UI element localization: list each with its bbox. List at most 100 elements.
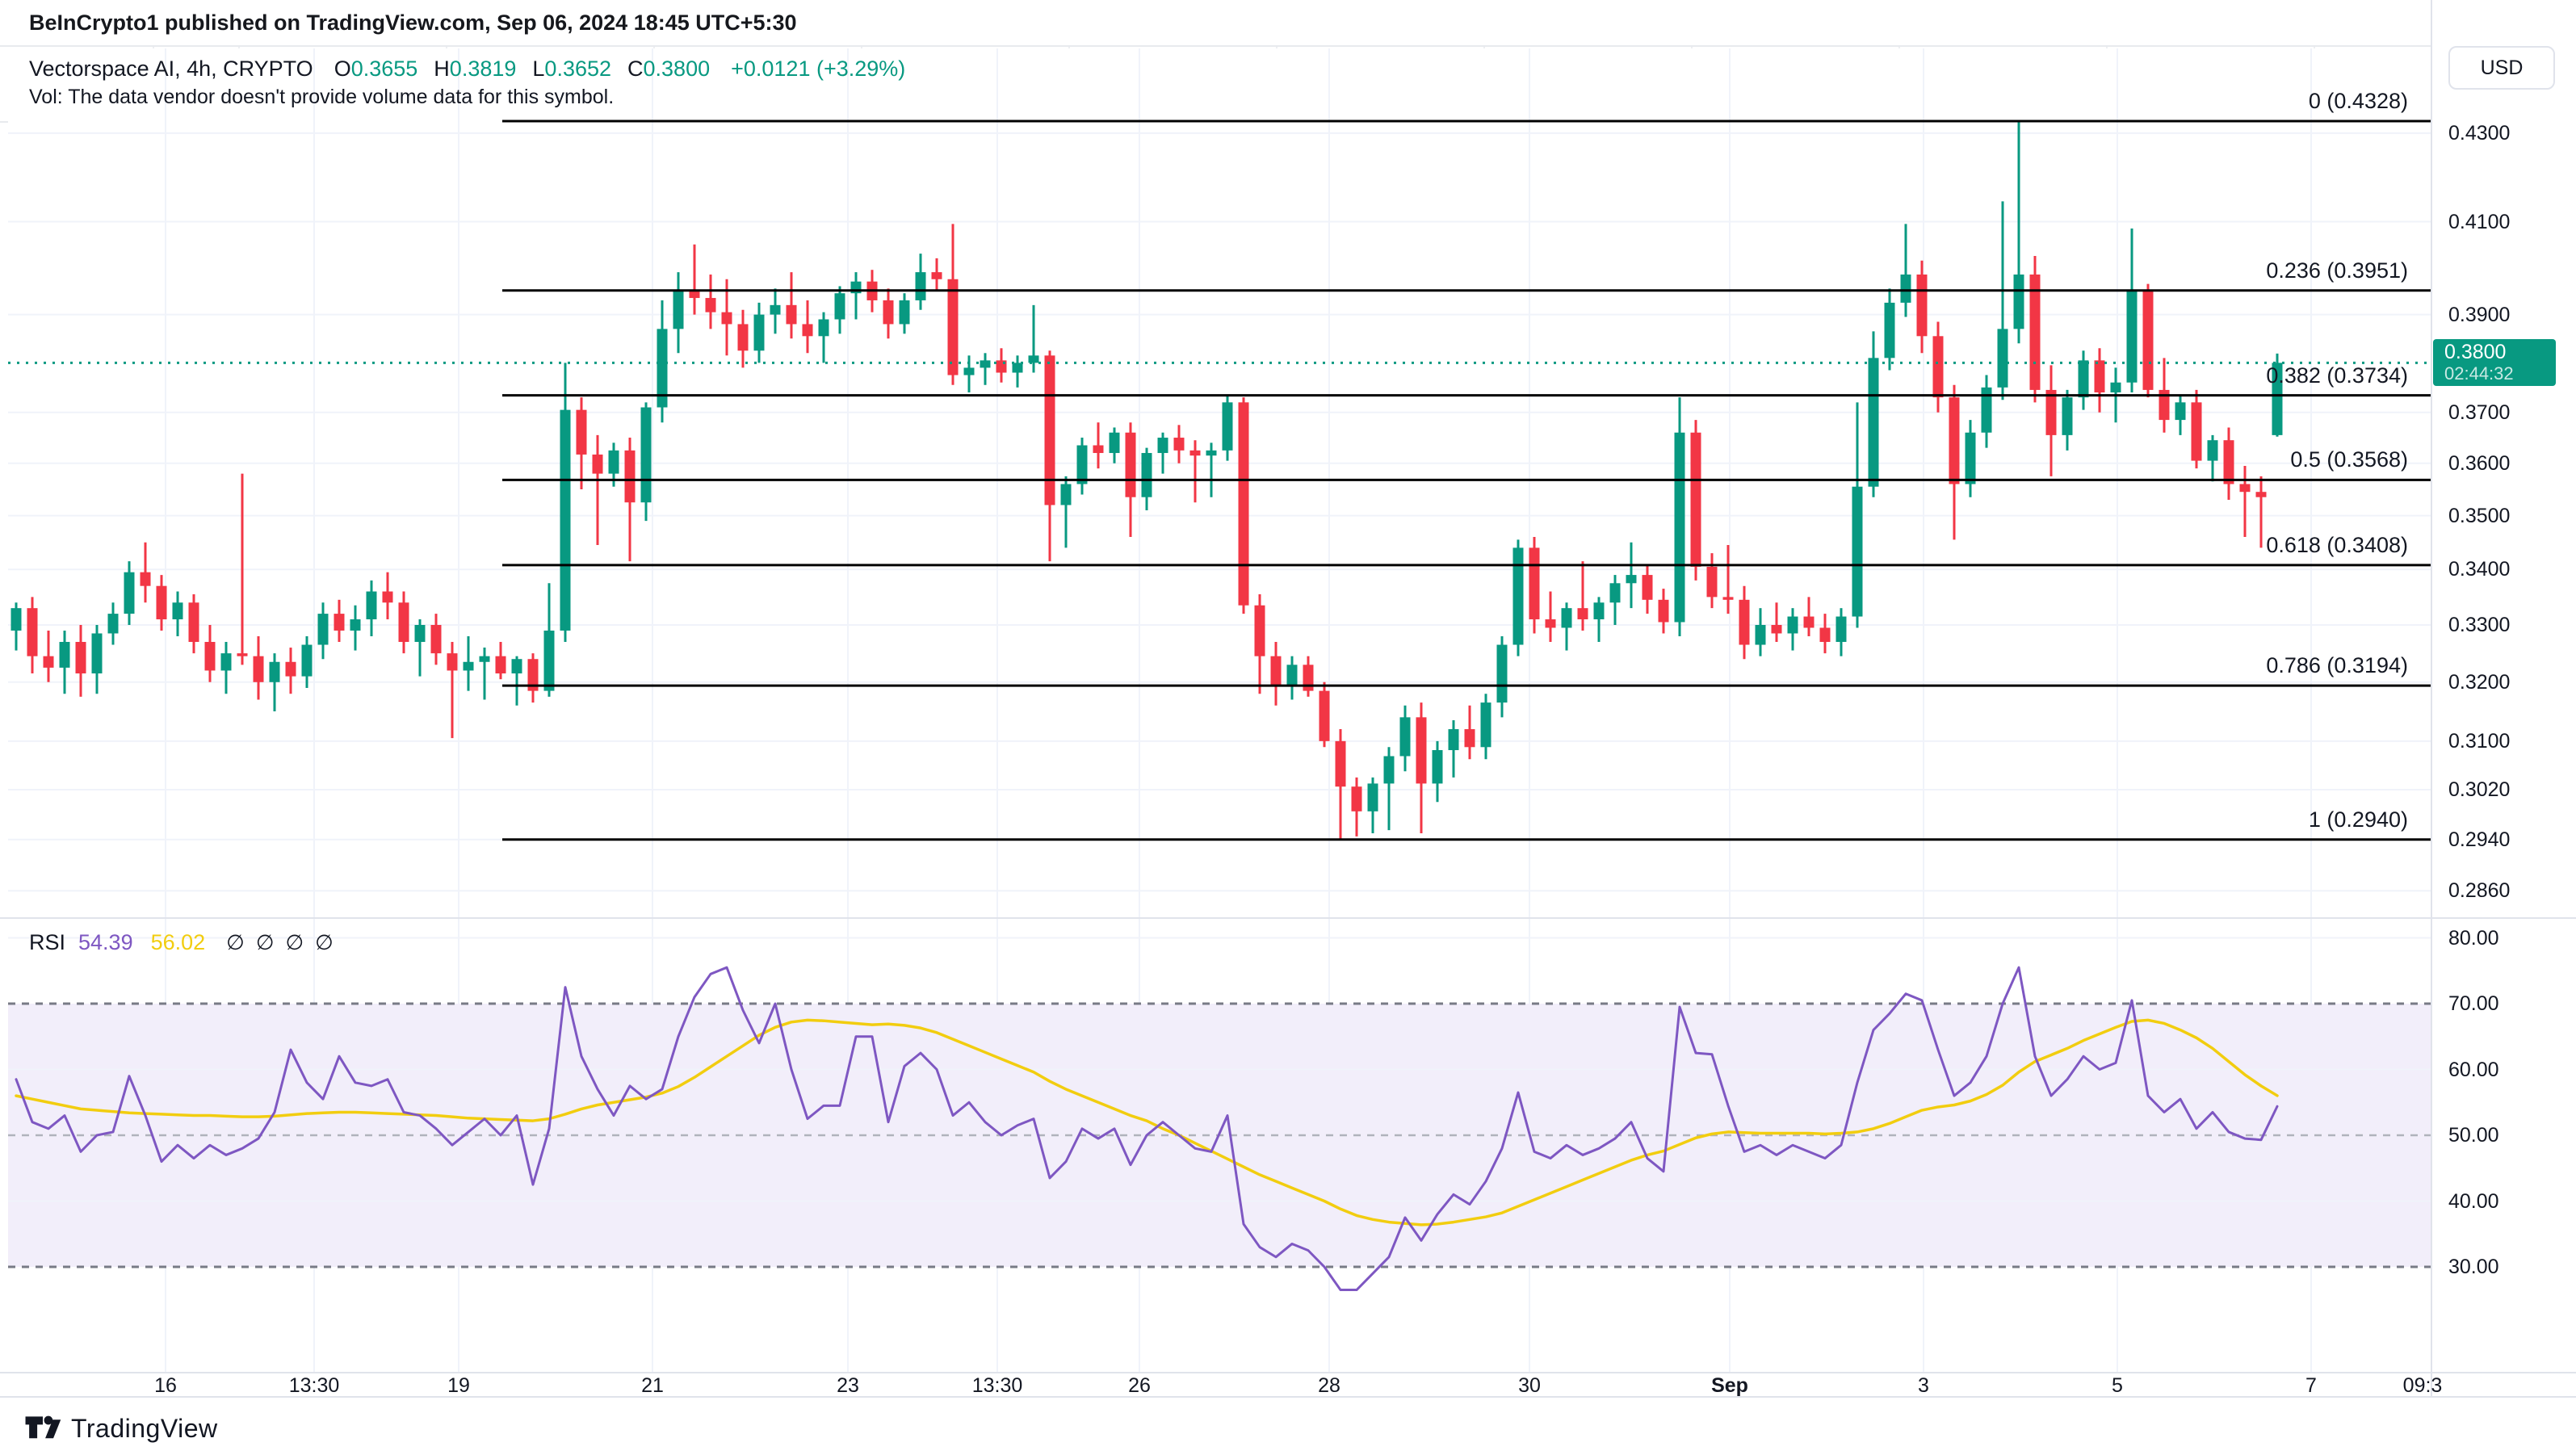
candle bbox=[786, 272, 797, 339]
candle-body bbox=[366, 591, 377, 620]
candle-body bbox=[963, 367, 975, 375]
empty-set-icon: ∅ bbox=[255, 930, 275, 954]
candle-body bbox=[27, 608, 38, 656]
candle bbox=[527, 653, 539, 703]
candle bbox=[1836, 608, 1847, 656]
candle-body bbox=[786, 304, 797, 325]
candle bbox=[2207, 434, 2218, 482]
time-axis-separator bbox=[0, 1372, 2576, 1373]
candle-body bbox=[899, 300, 910, 325]
candle bbox=[1303, 656, 1314, 697]
candle bbox=[2013, 121, 2024, 344]
candle bbox=[1173, 425, 1185, 463]
candle-body bbox=[1626, 575, 1637, 584]
candle bbox=[657, 300, 668, 423]
candle bbox=[980, 353, 991, 385]
candle-body bbox=[1399, 717, 1411, 757]
candle-body bbox=[2045, 389, 2057, 435]
price-axis[interactable] bbox=[2431, 0, 2576, 1397]
candle-body bbox=[527, 659, 539, 691]
candle bbox=[1529, 537, 1540, 634]
tradingview-logo[interactable]: TradingView bbox=[24, 1411, 218, 1445]
candle bbox=[1674, 397, 1685, 636]
candle bbox=[1044, 350, 1055, 562]
candle-body bbox=[1093, 445, 1104, 454]
current-price-value: 0.3800 bbox=[2444, 341, 2507, 363]
candle bbox=[107, 602, 119, 645]
candle bbox=[1286, 656, 1298, 700]
candle-body bbox=[1529, 547, 1540, 620]
candle bbox=[1367, 777, 1378, 833]
candle-body bbox=[2029, 274, 2041, 390]
candle bbox=[1739, 585, 1750, 660]
candle bbox=[2239, 465, 2251, 538]
candle bbox=[2255, 476, 2267, 548]
main-chart-pane[interactable] bbox=[8, 48, 2431, 917]
current-price-badge[interactable]: 0.3800 02:44:32 bbox=[2433, 339, 2556, 386]
chart-canvas[interactable] bbox=[0, 0, 2576, 1409]
currency-toggle-button[interactable]: USD bbox=[2448, 46, 2555, 90]
candle-body bbox=[237, 653, 248, 656]
candle bbox=[931, 258, 942, 291]
candle-body bbox=[1238, 402, 1249, 606]
candle-body bbox=[705, 298, 716, 312]
empty-set-icon: ∅ bbox=[285, 930, 304, 954]
candle bbox=[59, 630, 70, 694]
candle-body bbox=[1593, 602, 1605, 620]
candle-body bbox=[511, 659, 522, 674]
candle-body bbox=[2094, 360, 2105, 392]
rsi-indicator-header[interactable]: RSI 54.39 56.02 ∅ ∅ ∅ ∅ bbox=[29, 930, 345, 955]
candle-body bbox=[2175, 402, 2186, 421]
candle-body bbox=[1916, 274, 1928, 337]
candle bbox=[1626, 542, 1637, 609]
tradingview-logo-icon bbox=[25, 1415, 61, 1439]
low-value: 0.3652 bbox=[544, 57, 612, 81]
candle-body bbox=[2207, 440, 2218, 461]
candle bbox=[237, 473, 248, 665]
symbol-header[interactable]: Vectorspace AI, 4h, CRYPTO O0.3655 H0.3819… bbox=[29, 57, 905, 82]
candle-body bbox=[188, 602, 199, 643]
candle bbox=[350, 605, 361, 651]
candle bbox=[430, 614, 442, 665]
candle-body bbox=[2272, 363, 2283, 435]
candle-body bbox=[1932, 336, 1944, 398]
candle-body bbox=[1141, 453, 1152, 497]
candle bbox=[1206, 442, 1217, 497]
candle-body bbox=[576, 409, 587, 455]
candle-body bbox=[1561, 608, 1572, 628]
bar-countdown: 02:44:32 bbox=[2444, 363, 2514, 384]
pane-separator[interactable] bbox=[0, 917, 2576, 919]
candle bbox=[1416, 702, 1427, 833]
candle-body bbox=[107, 614, 119, 634]
candle bbox=[75, 624, 86, 697]
candle bbox=[1787, 608, 1798, 651]
low-label: L bbox=[532, 57, 545, 81]
candle bbox=[1852, 402, 1863, 628]
candle bbox=[1755, 608, 1766, 656]
candle bbox=[1189, 440, 1201, 503]
candle bbox=[156, 575, 167, 631]
candle bbox=[1012, 355, 1023, 388]
candle-body bbox=[1157, 438, 1168, 454]
candle-body bbox=[1270, 656, 1282, 686]
candle bbox=[1965, 420, 1976, 497]
candle-body bbox=[1836, 616, 1847, 643]
candle-body bbox=[124, 572, 135, 614]
candle bbox=[172, 591, 183, 636]
candle bbox=[1658, 589, 1669, 634]
candle bbox=[414, 619, 426, 677]
candle-body bbox=[1464, 729, 1475, 748]
candle-body bbox=[2191, 402, 2202, 461]
rsi-ma-line bbox=[15, 1018, 2279, 1226]
candle bbox=[1512, 539, 1524, 656]
candle-body bbox=[1367, 783, 1378, 811]
candle bbox=[220, 642, 232, 694]
candle-body bbox=[1206, 450, 1217, 456]
candle-body bbox=[1448, 729, 1459, 751]
candle bbox=[2142, 283, 2154, 398]
candle bbox=[1496, 635, 1508, 718]
candle-body bbox=[285, 661, 296, 677]
candle-body bbox=[91, 633, 103, 674]
candle-body bbox=[737, 324, 749, 351]
candle bbox=[689, 244, 700, 315]
